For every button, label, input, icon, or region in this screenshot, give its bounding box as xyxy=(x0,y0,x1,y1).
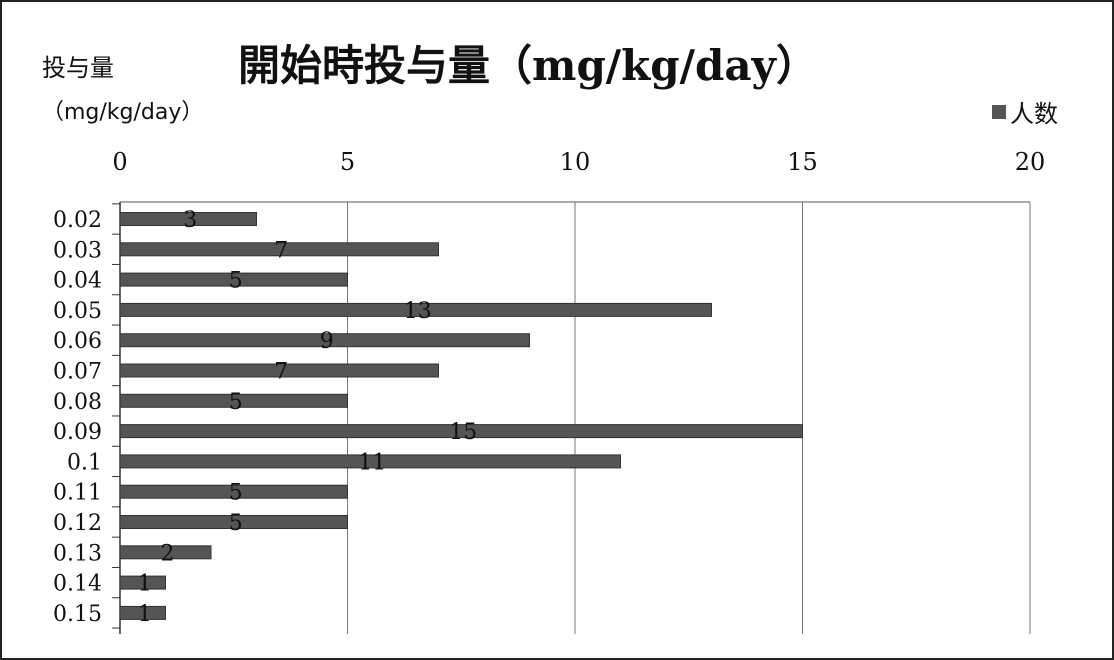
bar xyxy=(119,272,348,287)
y-tick-label: 0.03 xyxy=(53,238,102,263)
data-label: 7 xyxy=(274,238,288,263)
y-tick-label: 0.02 xyxy=(53,208,102,233)
bar xyxy=(119,212,257,226)
data-label: 1 xyxy=(138,602,152,627)
data-label: 5 xyxy=(229,390,243,415)
y-tick-label: 0.08 xyxy=(53,390,102,415)
bar xyxy=(119,393,348,408)
data-label: 5 xyxy=(229,511,243,536)
y-tick-label: 0.04 xyxy=(53,269,102,294)
bar xyxy=(119,424,803,439)
y-tick-label: 0.12 xyxy=(53,511,102,536)
y-tick-label: 0.11 xyxy=(53,481,102,506)
bar xyxy=(119,515,348,529)
bar xyxy=(119,363,439,378)
y-tick-label: 0.14 xyxy=(53,572,102,597)
legend-swatch xyxy=(992,104,1006,119)
data-label: 11 xyxy=(358,450,386,475)
data-label: 1 xyxy=(138,572,152,597)
bar xyxy=(119,454,621,469)
data-label: 3 xyxy=(183,208,197,233)
data-label: 7 xyxy=(274,360,288,385)
y-tick-label: 0.15 xyxy=(53,602,102,627)
x-tick-label: 10 xyxy=(560,148,591,176)
data-label: 9 xyxy=(320,329,334,354)
legend: 人数 xyxy=(992,94,1058,129)
y-tick-label: 0.05 xyxy=(53,299,102,324)
x-tick-label: 0 xyxy=(112,148,127,176)
data-label: 15 xyxy=(449,420,477,445)
data-label: 2 xyxy=(161,541,175,566)
y-axis-unit: （mg/kg/day） xyxy=(42,100,204,125)
data-label: 5 xyxy=(229,481,243,506)
bar xyxy=(119,575,166,590)
chart-title: 開始時投与量（mg/kg/day） xyxy=(238,41,818,90)
x-tick-label: 20 xyxy=(1015,148,1046,176)
bar xyxy=(119,242,439,257)
bar xyxy=(119,545,212,560)
y-tick-label: 0.13 xyxy=(53,541,102,566)
x-tick-label: 15 xyxy=(787,148,818,176)
y-tick-label: 0.06 xyxy=(53,329,102,354)
y-tick-label: 0.1 xyxy=(67,450,102,475)
data-label: 13 xyxy=(404,299,432,324)
bar xyxy=(119,605,166,620)
bar xyxy=(119,302,712,317)
legend-label: 人数 xyxy=(1010,100,1058,128)
y-tick-label: 0.09 xyxy=(53,420,102,445)
bar xyxy=(119,484,348,499)
y-axis-label: 投与量 xyxy=(42,54,114,82)
x-tick-label: 5 xyxy=(340,148,355,176)
data-label: 5 xyxy=(229,269,243,294)
bar xyxy=(119,333,530,348)
y-tick-label: 0.07 xyxy=(53,360,102,385)
